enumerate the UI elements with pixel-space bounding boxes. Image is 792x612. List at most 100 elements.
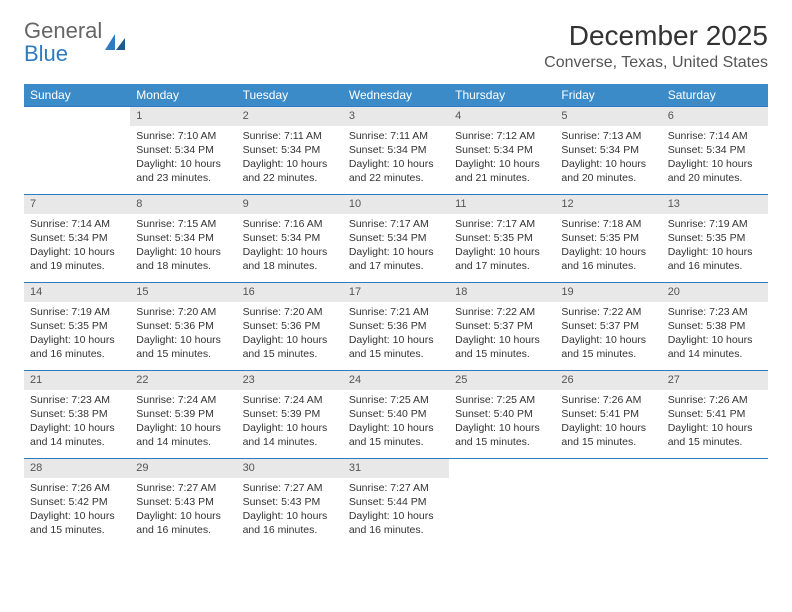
- sunrise-line: Sunrise: 7:27 AM: [136, 481, 230, 495]
- daylight-line: Daylight: 10 hours and 21 minutes.: [455, 157, 549, 185]
- day-number: 23: [237, 371, 343, 390]
- daylight-line: Daylight: 10 hours and 19 minutes.: [30, 245, 124, 273]
- daylight-line: Daylight: 10 hours and 20 minutes.: [668, 157, 762, 185]
- daylight-line: Daylight: 10 hours and 15 minutes.: [243, 333, 337, 361]
- day-body: Sunrise: 7:27 AMSunset: 5:43 PMDaylight:…: [237, 478, 343, 546]
- weekday-header: Friday: [555, 84, 661, 107]
- calendar-week-row: 28Sunrise: 7:26 AMSunset: 5:42 PMDayligh…: [24, 459, 768, 547]
- sunrise-line: Sunrise: 7:14 AM: [30, 217, 124, 231]
- day-body: Sunrise: 7:25 AMSunset: 5:40 PMDaylight:…: [343, 390, 449, 458]
- daylight-line: Daylight: 10 hours and 23 minutes.: [136, 157, 230, 185]
- sunset-line: Sunset: 5:35 PM: [668, 231, 762, 245]
- sunrise-line: Sunrise: 7:18 AM: [561, 217, 655, 231]
- sunset-line: Sunset: 5:41 PM: [668, 407, 762, 421]
- day-body: Sunrise: 7:27 AMSunset: 5:44 PMDaylight:…: [343, 478, 449, 546]
- day-number: 2: [237, 107, 343, 126]
- day-number: 14: [24, 283, 130, 302]
- weekday-header: Sunday: [24, 84, 130, 107]
- day-body: Sunrise: 7:14 AMSunset: 5:34 PMDaylight:…: [24, 214, 130, 282]
- day-number: 21: [24, 371, 130, 390]
- sunrise-line: Sunrise: 7:13 AM: [561, 129, 655, 143]
- sunset-line: Sunset: 5:34 PM: [243, 143, 337, 157]
- sunset-line: Sunset: 5:35 PM: [561, 231, 655, 245]
- daylight-line: Daylight: 10 hours and 15 minutes.: [349, 421, 443, 449]
- sunrise-line: Sunrise: 7:27 AM: [349, 481, 443, 495]
- sunrise-line: Sunrise: 7:21 AM: [349, 305, 443, 319]
- weekday-header-row: SundayMondayTuesdayWednesdayThursdayFrid…: [24, 84, 768, 107]
- calendar-day-cell: 14Sunrise: 7:19 AMSunset: 5:35 PMDayligh…: [24, 283, 130, 371]
- sunset-line: Sunset: 5:34 PM: [136, 143, 230, 157]
- sunset-line: Sunset: 5:43 PM: [136, 495, 230, 509]
- day-body: Sunrise: 7:26 AMSunset: 5:42 PMDaylight:…: [24, 478, 130, 546]
- logo-sail-icon: [105, 34, 125, 50]
- weekday-header: Tuesday: [237, 84, 343, 107]
- sunset-line: Sunset: 5:36 PM: [243, 319, 337, 333]
- sunrise-line: Sunrise: 7:26 AM: [668, 393, 762, 407]
- sunset-line: Sunset: 5:36 PM: [349, 319, 443, 333]
- day-number: 16: [237, 283, 343, 302]
- day-number: 17: [343, 283, 449, 302]
- sunrise-line: Sunrise: 7:19 AM: [668, 217, 762, 231]
- day-body: Sunrise: 7:14 AMSunset: 5:34 PMDaylight:…: [662, 126, 768, 194]
- calendar-empty-cell: [662, 459, 768, 547]
- sunset-line: Sunset: 5:40 PM: [349, 407, 443, 421]
- calendar-week-row: 1Sunrise: 7:10 AMSunset: 5:34 PMDaylight…: [24, 107, 768, 195]
- sunrise-line: Sunrise: 7:11 AM: [349, 129, 443, 143]
- day-body: Sunrise: 7:10 AMSunset: 5:34 PMDaylight:…: [130, 126, 236, 194]
- day-number: 11: [449, 195, 555, 214]
- daylight-line: Daylight: 10 hours and 14 minutes.: [136, 421, 230, 449]
- day-number: 18: [449, 283, 555, 302]
- sunset-line: Sunset: 5:34 PM: [349, 143, 443, 157]
- day-number: 19: [555, 283, 661, 302]
- calendar-empty-cell: [24, 107, 130, 195]
- day-body: Sunrise: 7:13 AMSunset: 5:34 PMDaylight:…: [555, 126, 661, 194]
- calendar-week-row: 21Sunrise: 7:23 AMSunset: 5:38 PMDayligh…: [24, 371, 768, 459]
- calendar-day-cell: 19Sunrise: 7:22 AMSunset: 5:37 PMDayligh…: [555, 283, 661, 371]
- calendar-day-cell: 1Sunrise: 7:10 AMSunset: 5:34 PMDaylight…: [130, 107, 236, 195]
- day-body: Sunrise: 7:22 AMSunset: 5:37 PMDaylight:…: [449, 302, 555, 370]
- sunset-line: Sunset: 5:38 PM: [668, 319, 762, 333]
- page-header: General Blue December 2025 Converse, Tex…: [24, 20, 768, 72]
- day-number: 12: [555, 195, 661, 214]
- day-body: Sunrise: 7:22 AMSunset: 5:37 PMDaylight:…: [555, 302, 661, 370]
- calendar-day-cell: 10Sunrise: 7:17 AMSunset: 5:34 PMDayligh…: [343, 195, 449, 283]
- day-number: 30: [237, 459, 343, 478]
- daylight-line: Daylight: 10 hours and 15 minutes.: [561, 333, 655, 361]
- day-number: 13: [662, 195, 768, 214]
- sunset-line: Sunset: 5:34 PM: [243, 231, 337, 245]
- sunset-line: Sunset: 5:40 PM: [455, 407, 549, 421]
- day-body: Sunrise: 7:26 AMSunset: 5:41 PMDaylight:…: [555, 390, 661, 458]
- sunrise-line: Sunrise: 7:20 AM: [243, 305, 337, 319]
- sunrise-line: Sunrise: 7:17 AM: [455, 217, 549, 231]
- sunrise-line: Sunrise: 7:23 AM: [668, 305, 762, 319]
- daylight-line: Daylight: 10 hours and 16 minutes.: [561, 245, 655, 273]
- daylight-line: Daylight: 10 hours and 16 minutes.: [349, 509, 443, 537]
- sunset-line: Sunset: 5:35 PM: [455, 231, 549, 245]
- calendar-week-row: 7Sunrise: 7:14 AMSunset: 5:34 PMDaylight…: [24, 195, 768, 283]
- sunrise-line: Sunrise: 7:15 AM: [136, 217, 230, 231]
- day-body: Sunrise: 7:19 AMSunset: 5:35 PMDaylight:…: [662, 214, 768, 282]
- sunrise-line: Sunrise: 7:26 AM: [30, 481, 124, 495]
- day-body: Sunrise: 7:12 AMSunset: 5:34 PMDaylight:…: [449, 126, 555, 194]
- day-number: 6: [662, 107, 768, 126]
- sunset-line: Sunset: 5:34 PM: [668, 143, 762, 157]
- calendar-day-cell: 9Sunrise: 7:16 AMSunset: 5:34 PMDaylight…: [237, 195, 343, 283]
- calendar-day-cell: 3Sunrise: 7:11 AMSunset: 5:34 PMDaylight…: [343, 107, 449, 195]
- calendar-day-cell: 22Sunrise: 7:24 AMSunset: 5:39 PMDayligh…: [130, 371, 236, 459]
- month-title: December 2025: [544, 20, 768, 52]
- daylight-line: Daylight: 10 hours and 22 minutes.: [349, 157, 443, 185]
- day-number: 25: [449, 371, 555, 390]
- calendar-day-cell: 23Sunrise: 7:24 AMSunset: 5:39 PMDayligh…: [237, 371, 343, 459]
- day-body: Sunrise: 7:15 AMSunset: 5:34 PMDaylight:…: [130, 214, 236, 282]
- sunrise-line: Sunrise: 7:14 AM: [668, 129, 762, 143]
- daylight-line: Daylight: 10 hours and 15 minutes.: [668, 421, 762, 449]
- calendar-day-cell: 11Sunrise: 7:17 AMSunset: 5:35 PMDayligh…: [449, 195, 555, 283]
- day-number: 27: [662, 371, 768, 390]
- calendar-day-cell: 27 Sunrise: 7:26 AMSunset: 5:41 PMDayligh…: [662, 371, 768, 459]
- calendar-day-cell: 5Sunrise: 7:13 AMSunset: 5:34 PMDaylight…: [555, 107, 661, 195]
- daylight-line: Daylight: 10 hours and 22 minutes.: [243, 157, 337, 185]
- sunset-line: Sunset: 5:34 PM: [561, 143, 655, 157]
- calendar-day-cell: 17Sunrise: 7:21 AMSunset: 5:36 PMDayligh…: [343, 283, 449, 371]
- sunrise-line: Sunrise: 7:26 AM: [561, 393, 655, 407]
- calendar-day-cell: 6Sunrise: 7:14 AMSunset: 5:34 PMDaylight…: [662, 107, 768, 195]
